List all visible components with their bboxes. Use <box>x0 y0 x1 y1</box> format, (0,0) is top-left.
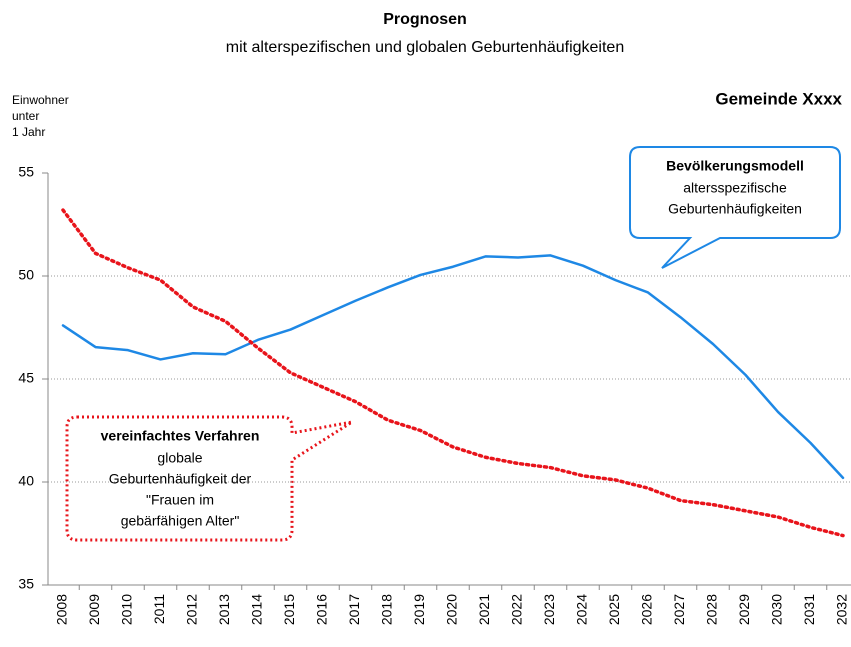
x-tick-label: 2012 <box>184 594 200 625</box>
x-tick-label: 2032 <box>834 594 850 625</box>
x-tick-label: 2027 <box>671 594 687 625</box>
y-axis-label: Einwohner <box>12 93 69 107</box>
x-tick-label: 2023 <box>541 594 557 625</box>
x-tick-label: 2026 <box>639 594 655 625</box>
y-axis-label: 1 Jahr <box>12 125 45 139</box>
x-tick-label: 2029 <box>736 594 752 625</box>
x-tick-label: 2014 <box>249 594 265 625</box>
x-tick-label: 2010 <box>119 594 135 625</box>
x-tick-label: 2028 <box>704 594 720 625</box>
chart-subtitle: mit alterspezifischen und globalen Gebur… <box>226 39 624 56</box>
x-tick-label: 2024 <box>574 594 590 625</box>
x-tick-label: 2022 <box>509 594 525 625</box>
y-tick-label: 45 <box>18 370 34 386</box>
y-tick-label: 35 <box>18 576 34 592</box>
y-tick-label: 55 <box>18 164 34 180</box>
x-tick-label: 2017 <box>346 594 362 625</box>
x-tick-label: 2031 <box>801 594 817 625</box>
x-tick-label: 2020 <box>444 594 460 625</box>
x-tick-label: 2016 <box>314 594 330 625</box>
legend-description: altersspezifische <box>683 180 787 196</box>
x-tick-label: 2021 <box>476 594 492 625</box>
x-tick-label: 2009 <box>86 594 102 625</box>
x-tick-label: 2018 <box>379 594 395 625</box>
legend-description: Geburtenhäufigkeit der <box>109 471 252 487</box>
chart-title: Prognosen <box>383 11 467 28</box>
legend-description: globale <box>157 450 202 466</box>
x-tick-label: 2013 <box>216 594 232 625</box>
x-tick-label: 2025 <box>606 594 622 625</box>
x-tick-label: 2030 <box>769 594 785 625</box>
callout-box <box>65 415 353 542</box>
legend-description: gebärfähigen Alter" <box>121 513 240 529</box>
legend-description: Geburtenhäufigkeiten <box>668 201 802 217</box>
callout-box <box>629 146 841 269</box>
legend-description: "Frauen im <box>146 492 214 508</box>
corner-label: Gemeinde Xxxx <box>715 89 842 108</box>
series-line <box>61 254 845 480</box>
x-tick-label: 2015 <box>281 594 297 625</box>
x-tick-label: 2019 <box>411 594 427 625</box>
y-axis-label: unter <box>12 109 39 123</box>
series-line <box>61 208 845 538</box>
x-tick-label: 2008 <box>54 594 70 625</box>
legend-label: vereinfachtes Verfahren <box>101 428 260 444</box>
legend-label: Bevölkerungsmodell <box>666 158 804 174</box>
y-tick-label: 50 <box>18 267 34 283</box>
x-tick-label: 2011 <box>151 594 167 624</box>
y-tick-label: 40 <box>18 473 34 489</box>
